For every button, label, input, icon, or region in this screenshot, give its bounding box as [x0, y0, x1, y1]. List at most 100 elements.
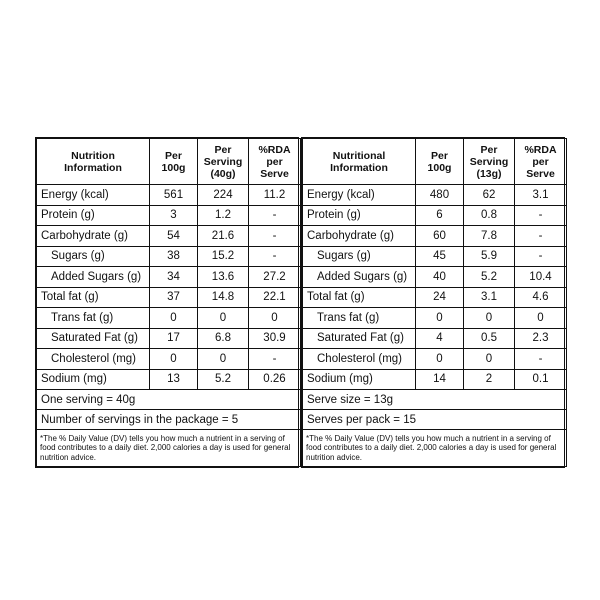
nutrient-value: 17	[149, 327, 198, 349]
nutrient-value: -	[248, 245, 301, 267]
nutrient-value: 0.5	[463, 327, 515, 349]
table-row: Total fat (g) 24 3.1 4.6	[302, 286, 567, 308]
column-header: Per 100g	[149, 138, 198, 185]
nutrient-label: Energy (kcal)	[302, 184, 416, 206]
column-header: Nutrition Information	[36, 138, 150, 185]
table-row: Total fat (g) 37 14.8 22.1	[36, 286, 301, 308]
nutrient-value: 0	[415, 348, 464, 370]
nutrient-value: -	[248, 225, 301, 247]
nutrient-value: 3.1	[514, 184, 567, 206]
nutrient-value: -	[514, 225, 567, 247]
nutrient-value: 22.1	[248, 286, 301, 308]
nutrient-value: 0	[197, 307, 249, 329]
table-row: Carbohydrate (g) 54 21.6-	[36, 225, 301, 247]
nutrient-value: 0.26	[248, 368, 301, 390]
nutrient-value: 0	[415, 307, 464, 329]
table-row: Trans fat (g) 0 0 0	[36, 307, 301, 329]
nutrient-value: -	[248, 348, 301, 370]
nutrient-label: Trans fat (g)	[302, 307, 416, 329]
nutrient-value: 13.6	[197, 266, 249, 288]
nutrient-value: 15.2	[197, 245, 249, 267]
nutrient-value: 2.3	[514, 327, 567, 349]
nutrient-value: 480	[415, 184, 464, 206]
nutrient-label: Total fat (g)	[302, 286, 416, 308]
nutrient-value: 1.2	[197, 204, 249, 226]
table-row: Sugars (g) 45 5.9-	[302, 245, 567, 267]
table-row: Saturated Fat (g) 4 0.5 2.3	[302, 327, 567, 349]
nutrient-value: 14	[415, 368, 464, 390]
nutrition-table-right: Nutritional Information Per 100g Per Servi…	[301, 137, 567, 468]
nutrient-value: 5.2	[463, 266, 515, 288]
nutrient-value: 30.9	[248, 327, 301, 349]
nutrient-label: Cholesterol (mg)	[36, 348, 150, 370]
nutrient-label: Energy (kcal)	[36, 184, 150, 206]
nutrient-value: -	[514, 348, 567, 370]
nutrition-table: Nutritional Information Per 100g Per Servi…	[302, 138, 567, 467]
nutrient-value: 7.8	[463, 225, 515, 247]
nutrient-value: 0.1	[514, 368, 567, 390]
servings-per-pack: Number of servings in the package = 5	[36, 409, 301, 430]
nutrient-label: Sugars (g)	[36, 245, 150, 267]
nutrient-value: 4	[415, 327, 464, 349]
nutrient-value: 37	[149, 286, 198, 308]
table-row: Sodium (mg) 14 2 0.1	[302, 368, 567, 390]
table-row: Carbohydrate (g) 60 7.8-	[302, 225, 567, 247]
nutrient-value: 5.9	[463, 245, 515, 267]
nutrition-table-left: Nutrition Information Per 100g Per Serving…	[35, 137, 301, 468]
nutrient-value: 3	[149, 204, 198, 226]
table-row: Trans fat (g) 0 0 0	[302, 307, 567, 329]
table-row: Protein (g) 3 1.2-	[36, 204, 301, 226]
nutrient-label: Total fat (g)	[36, 286, 150, 308]
nutrient-value: -	[248, 204, 301, 226]
nutrient-label: Trans fat (g)	[36, 307, 150, 329]
nutrient-value: 27.2	[248, 266, 301, 288]
servings-per-pack: Serves per pack = 15	[302, 409, 567, 430]
nutrient-value: 40	[415, 266, 464, 288]
nutrient-value: 0	[197, 348, 249, 370]
daily-value-footnote: *The % Daily Value (DV) tells you how mu…	[36, 429, 301, 467]
nutrient-value: 14.8	[197, 286, 249, 308]
column-header: %RDA per Serve	[248, 138, 301, 185]
nutrient-label: Sugars (g)	[302, 245, 416, 267]
nutrient-value: 3.1	[463, 286, 515, 308]
nutrient-value: 54	[149, 225, 198, 247]
nutrient-value: -	[514, 245, 567, 267]
nutrient-label: Cholesterol (mg)	[302, 348, 416, 370]
nutrient-value: 38	[149, 245, 198, 267]
nutrient-label: Sodium (mg)	[302, 368, 416, 390]
daily-value-footnote: *The % Daily Value (DV) tells you how mu…	[302, 429, 567, 467]
nutrient-value: 21.6	[197, 225, 249, 247]
column-header: %RDA per Serve	[514, 138, 567, 185]
table-row: Saturated Fat (g) 17 6.8 30.9	[36, 327, 301, 349]
nutrient-value: 224	[197, 184, 249, 206]
serving-size: One serving = 40g	[36, 389, 301, 410]
nutrient-label: Saturated Fat (g)	[36, 327, 150, 349]
header-row: Nutritional Information Per 100g Per Servi…	[302, 138, 567, 185]
nutrient-label: Sodium (mg)	[36, 368, 150, 390]
column-header: Per 100g	[415, 138, 464, 185]
nutrient-value: 0.8	[463, 204, 515, 226]
nutrient-value: 0	[514, 307, 567, 329]
table-row: Added Sugars (g) 34 13.6 27.2	[36, 266, 301, 288]
nutrient-label: Carbohydrate (g)	[302, 225, 416, 247]
nutrient-value: 0	[463, 307, 515, 329]
table-row: Energy (kcal) 480 62 3.1	[302, 184, 567, 206]
nutrient-label: Protein (g)	[36, 204, 150, 226]
nutrient-label: Protein (g)	[302, 204, 416, 226]
table-row: Sugars (g) 38 15.2-	[36, 245, 301, 267]
nutrient-value: 11.2	[248, 184, 301, 206]
table-row: Sodium (mg) 13 5.2 0.26	[36, 368, 301, 390]
nutrient-label: Saturated Fat (g)	[302, 327, 416, 349]
nutrient-value: 0	[248, 307, 301, 329]
nutrient-value: 34	[149, 266, 198, 288]
nutrient-value: 5.2	[197, 368, 249, 390]
nutrient-label: Added Sugars (g)	[36, 266, 150, 288]
nutrient-value: 13	[149, 368, 198, 390]
table-row: Protein (g) 6 0.8-	[302, 204, 567, 226]
table-row: Cholesterol (mg) 0 0-	[36, 348, 301, 370]
nutrient-value: 0	[463, 348, 515, 370]
column-header: Per Serving (40g)	[197, 138, 249, 185]
nutrient-value: 24	[415, 286, 464, 308]
table-row: Energy (kcal) 561 224 11.2	[36, 184, 301, 206]
nutrient-value: 561	[149, 184, 198, 206]
